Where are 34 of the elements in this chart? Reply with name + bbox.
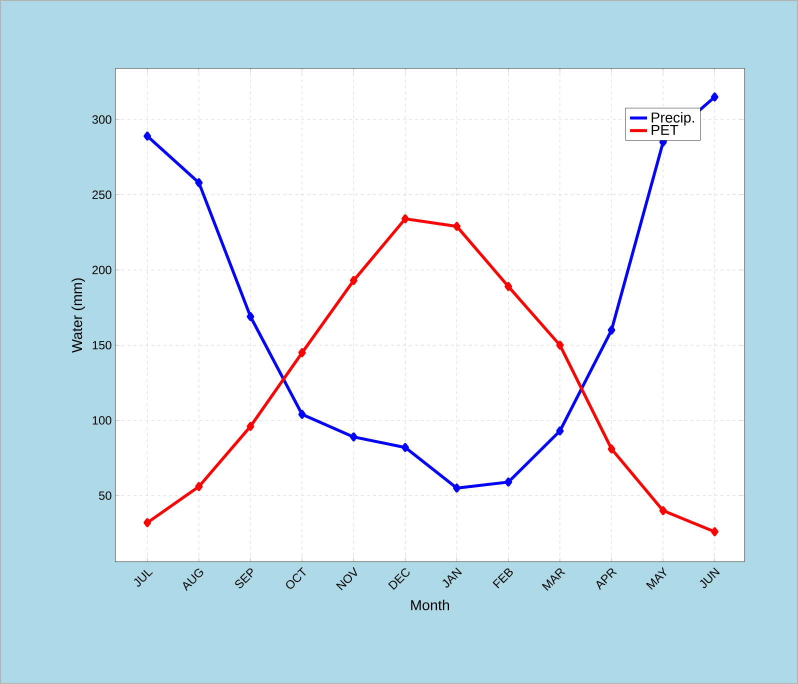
point — [144, 132, 152, 141]
point — [401, 442, 409, 452]
point — [298, 348, 306, 358]
legend-label: Precip. — [652, 112, 694, 126]
point — [608, 444, 616, 454]
point — [710, 92, 718, 102]
x-axis-title: Month — [411, 600, 450, 610]
point — [659, 506, 667, 516]
y-tick-label: 200 — [92, 266, 112, 274]
point — [556, 426, 564, 436]
y-axis-title: Water (mm) — [72, 278, 85, 353]
point — [144, 518, 152, 528]
point — [195, 178, 203, 188]
x-tick-label: JUL — [134, 570, 153, 587]
y-tick-label: 50 — [98, 491, 112, 500]
point — [556, 340, 564, 350]
point — [608, 326, 616, 335]
point — [710, 527, 718, 536]
y-tick-label: 300 — [92, 115, 112, 124]
point — [504, 478, 512, 487]
y-tick-label: 150 — [92, 340, 112, 350]
point — [453, 484, 461, 493]
point — [401, 214, 409, 224]
point — [504, 282, 512, 291]
y-tick-label: 250 — [92, 190, 112, 199]
point — [195, 482, 203, 492]
legend-label: PET — [652, 124, 678, 135]
point — [298, 410, 306, 419]
point — [453, 222, 461, 231]
point — [350, 432, 358, 442]
y-tick-label: 100 — [92, 416, 112, 425]
point — [246, 312, 254, 322]
point — [350, 276, 358, 285]
point — [246, 422, 254, 431]
